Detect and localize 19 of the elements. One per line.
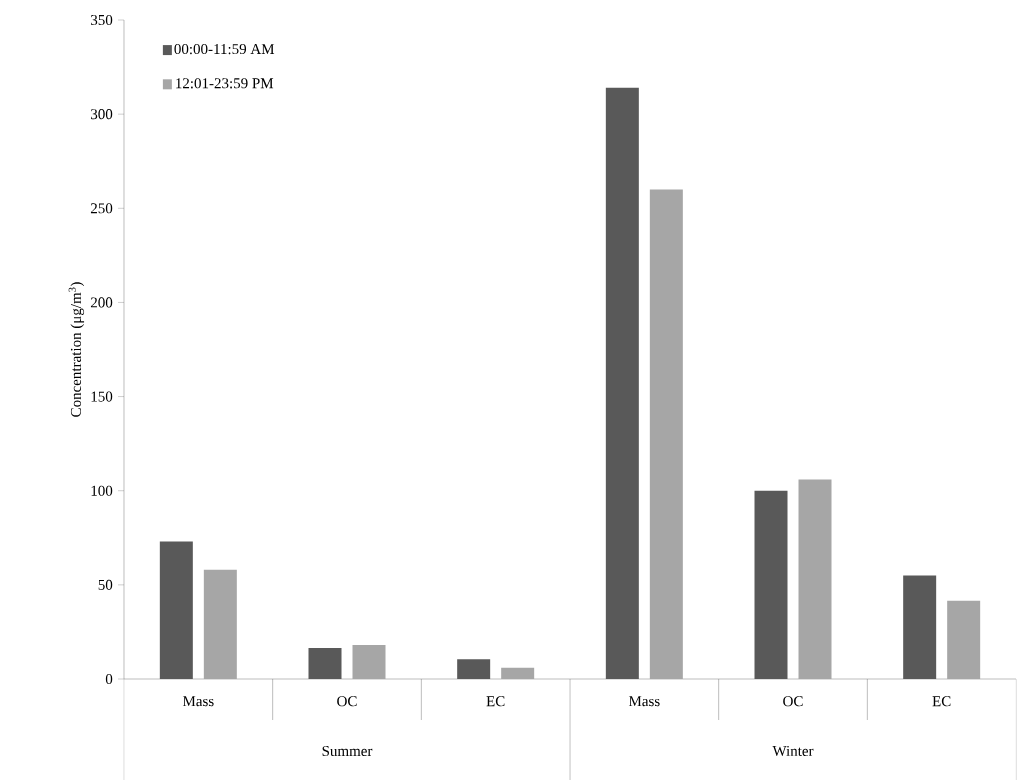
x-tick-label: OC [337,696,357,707]
x-tick-label: EC [932,696,951,707]
x-tick-label: EC [486,696,505,707]
legend-label: 00:00-11:59 AM [174,43,275,55]
x-tick-label: Mass [628,696,660,707]
y-axis-title: Concentration (μg/m$^{3}$) [68,282,85,417]
text: Winter [772,745,814,756]
text: Summer [322,745,373,756]
x-tick-label: Mass [182,696,214,707]
x-tick-label: OC [783,696,803,707]
y-tick-label: 350 [91,14,113,25]
y-tick-label: 200 [90,297,113,308]
y-tick-label: 100 [91,485,113,496]
y-tick-label: 300 [91,108,113,120]
y-tick-label: 50 [98,579,113,590]
legend-label: 12:01-23:59 PM [176,78,274,89]
y-tick-label: 150 [91,391,113,402]
y-tick-label: 0 [105,673,113,684]
y-tick-label: 250 [90,203,113,214]
